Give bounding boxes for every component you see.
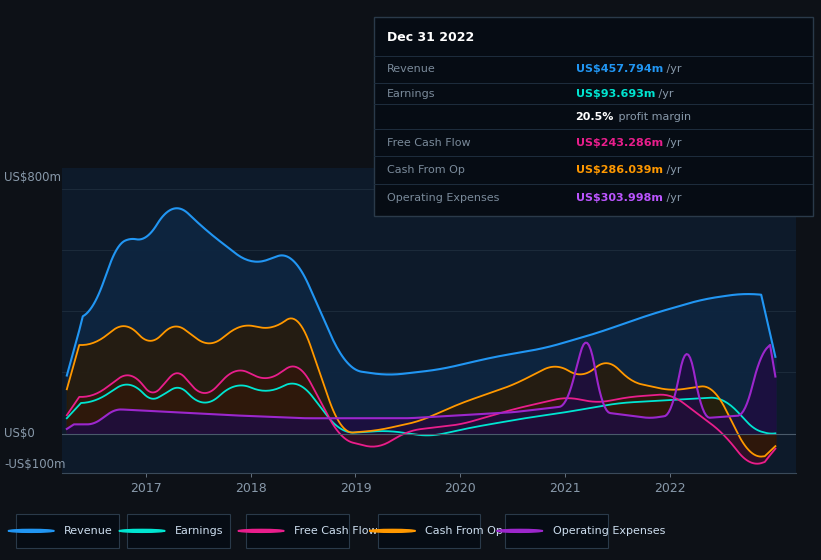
Text: Cash From Op: Cash From Op	[425, 526, 503, 536]
Text: US$0: US$0	[4, 427, 34, 440]
Circle shape	[119, 529, 165, 533]
Text: US$457.794m: US$457.794m	[576, 64, 663, 74]
Text: US$303.998m: US$303.998m	[576, 193, 663, 203]
Text: Revenue: Revenue	[64, 526, 112, 536]
Text: US$800m: US$800m	[4, 171, 61, 184]
Circle shape	[8, 529, 54, 533]
Text: profit margin: profit margin	[615, 111, 691, 122]
FancyBboxPatch shape	[16, 514, 119, 548]
Text: Earnings: Earnings	[175, 526, 223, 536]
FancyBboxPatch shape	[378, 514, 480, 548]
Text: US$286.039m: US$286.039m	[576, 165, 663, 175]
Text: Cash From Op: Cash From Op	[387, 165, 465, 175]
Text: /yr: /yr	[663, 138, 681, 148]
Circle shape	[369, 529, 415, 533]
Text: /yr: /yr	[663, 165, 681, 175]
FancyBboxPatch shape	[246, 514, 349, 548]
FancyBboxPatch shape	[505, 514, 608, 548]
Text: Free Cash Flow: Free Cash Flow	[294, 526, 378, 536]
FancyBboxPatch shape	[127, 514, 230, 548]
Text: Dec 31 2022: Dec 31 2022	[387, 31, 474, 44]
Text: /yr: /yr	[663, 64, 681, 74]
Circle shape	[238, 529, 284, 533]
Text: 20.5%: 20.5%	[576, 111, 614, 122]
Text: /yr: /yr	[654, 89, 673, 99]
Text: Revenue: Revenue	[387, 64, 435, 74]
Text: Earnings: Earnings	[387, 89, 435, 99]
Text: -US$100m: -US$100m	[4, 458, 66, 470]
FancyBboxPatch shape	[374, 17, 813, 216]
Text: US$243.286m: US$243.286m	[576, 138, 663, 148]
Circle shape	[497, 529, 543, 533]
Text: Free Cash Flow: Free Cash Flow	[387, 138, 470, 148]
Text: Operating Expenses: Operating Expenses	[553, 526, 665, 536]
Text: US$93.693m: US$93.693m	[576, 89, 655, 99]
Text: /yr: /yr	[663, 193, 681, 203]
Text: Operating Expenses: Operating Expenses	[387, 193, 499, 203]
